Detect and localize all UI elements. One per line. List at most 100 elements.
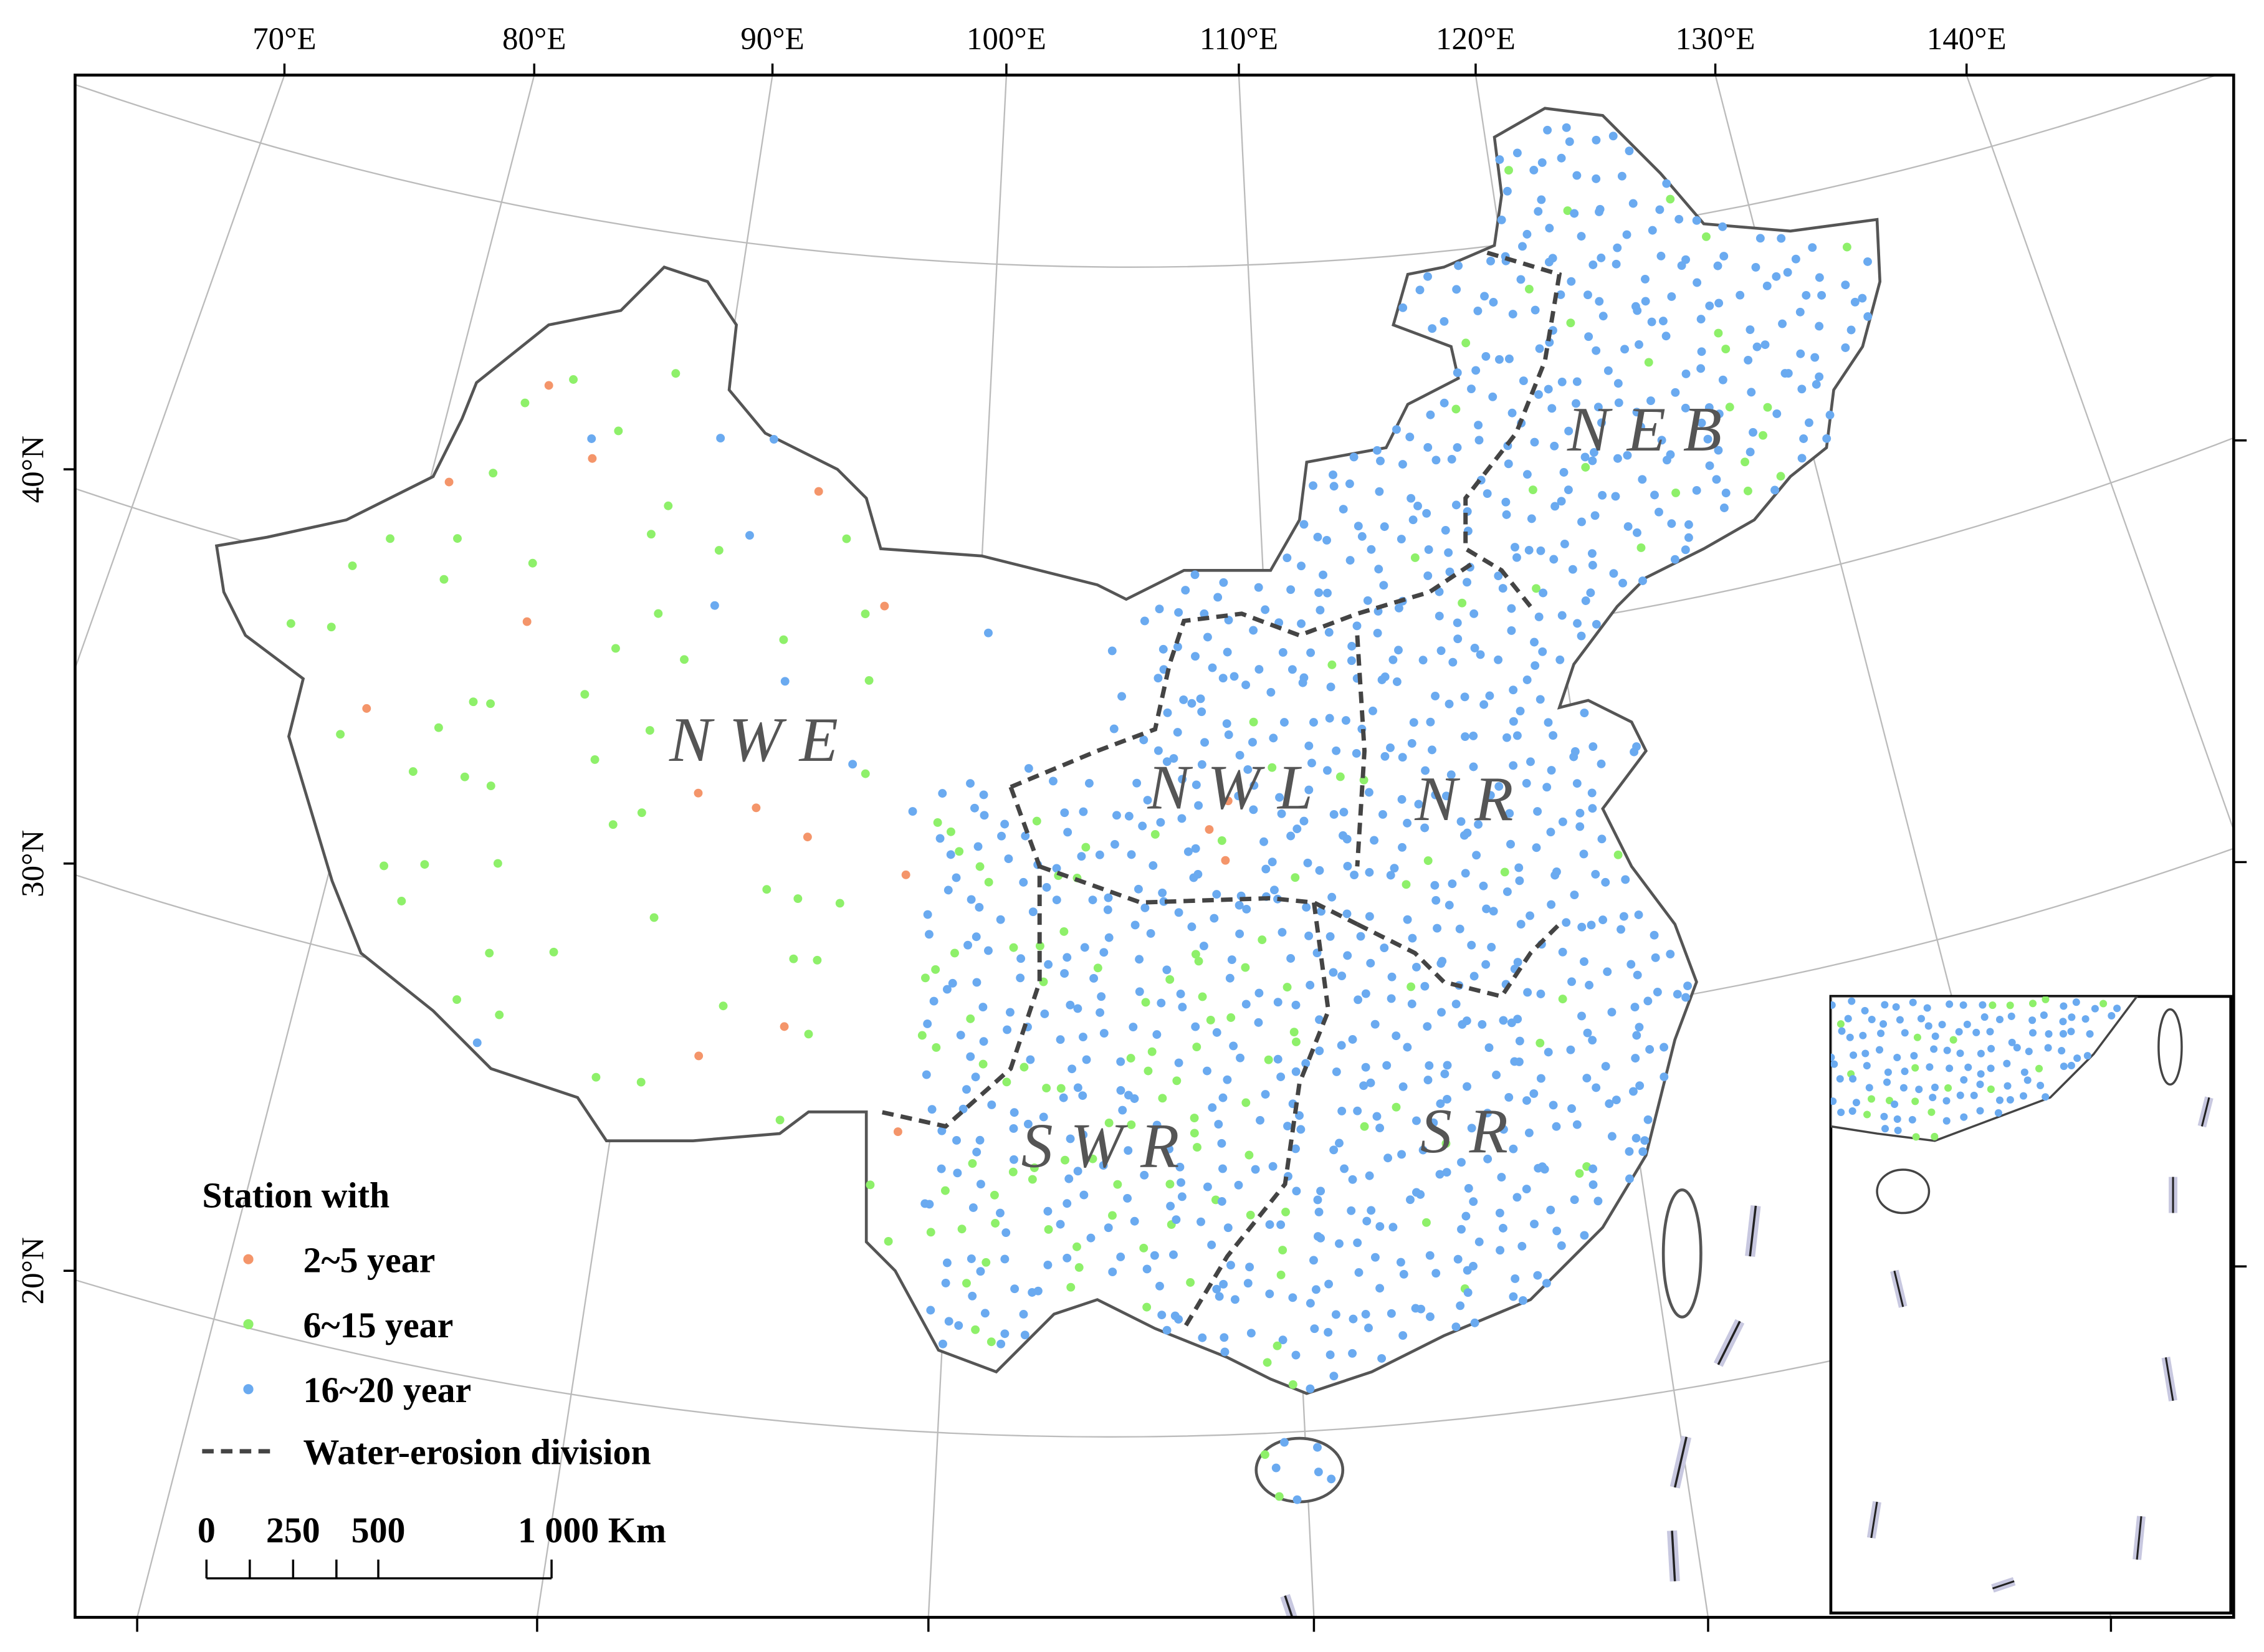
station-dot [1029,1163,1039,1172]
station-dot [1671,488,1681,497]
station-dot [1603,967,1612,976]
station-dot [1435,1170,1445,1179]
station-dot [591,1072,601,1082]
station-dot [1020,1062,1029,1072]
station-dot [1316,606,1325,615]
station-dot [1631,1134,1641,1143]
station-dot [1472,851,1481,860]
station-dot [434,723,443,732]
inset-station-dot [1908,1115,1916,1124]
station-dot [1149,861,1158,870]
station-dot [1246,1210,1255,1220]
station-dot [1858,294,1867,303]
station-dot [779,635,788,644]
country-outline [214,107,1882,1395]
station-dot [1428,745,1436,755]
station-dot [1504,166,1513,175]
island-outline [1661,1188,1703,1319]
station-dot [1370,1253,1380,1262]
station-dot [997,831,1006,841]
station-dot [1191,652,1200,661]
station-dot [1140,1170,1149,1180]
longitude-label: 70°E [252,22,316,57]
station-dot [1191,844,1200,853]
station-dot [1234,1180,1243,1190]
station-dot [1073,1167,1082,1176]
station-dot [1219,578,1228,587]
station-dot [861,769,870,778]
legend-label: 2~5 year [303,1240,436,1281]
station-dot [1110,839,1119,849]
inset-station-dot [1893,1053,1901,1061]
station-dot [1522,229,1532,239]
station-dot [1614,398,1623,408]
station-dot [1558,817,1567,826]
station-dot [1398,460,1407,469]
station-dot [1258,935,1267,945]
station-dot [1348,1175,1357,1184]
station-dot [1116,1086,1125,1095]
inset-station-dot [1927,1108,1936,1116]
station-dot [1229,1041,1238,1051]
station-dot [1178,775,1187,784]
station-dot [1581,596,1590,605]
station-dot [952,873,961,882]
station-dot [1842,242,1851,252]
station-dot [1443,1094,1452,1104]
station-dot [1481,960,1491,969]
station-dot [1420,823,1430,833]
station-dot [1693,278,1702,287]
inset-station-dot [1849,1075,1857,1083]
station-dot [1564,485,1573,494]
station-dot [1278,928,1287,937]
station-dot [1276,1220,1286,1229]
station-dot [1365,1171,1374,1180]
inset-station-dot [2042,1093,2050,1101]
station-dot [1187,922,1196,932]
station-dot [645,726,654,735]
station-dot [1593,1196,1603,1206]
station-dot [1347,656,1356,666]
station-dot [1494,571,1503,581]
station-dot [1113,1180,1122,1189]
station-dot [1028,1288,1037,1297]
station-dot [1568,565,1577,574]
station-dot [984,877,993,887]
station-dot [1322,535,1332,545]
station-dot [1621,875,1630,884]
inset-station-dot [2060,1062,2068,1071]
station-dot [1316,1186,1325,1196]
station-dot [420,860,429,869]
station-dot [1043,1206,1053,1216]
station-dot [813,955,822,965]
station-dot [1470,644,1479,652]
station-dot [1535,344,1544,353]
station-dot [1530,637,1539,647]
station-dot [1271,1463,1281,1473]
station-dot [1433,924,1442,933]
inset-station-dot [2003,1059,2011,1067]
station-dot [1279,718,1289,727]
station-dot [1630,1003,1640,1012]
station-dot [1451,404,1461,414]
inset-station-dot [1956,1091,1964,1099]
station-dot [1373,628,1382,637]
longitude-line [75,75,285,671]
inset-station-dot [1987,1085,1995,1093]
station-dot [1587,549,1597,558]
station-dot [1073,1004,1082,1013]
station-dot [1681,545,1690,555]
station-dot [1643,996,1653,1006]
station-dot [1431,691,1440,700]
station-dot [1677,261,1686,270]
station-dot [1063,1253,1072,1263]
station-dot [1299,520,1309,529]
inset-station-dot [1986,1028,1994,1036]
station-dot [1469,609,1479,618]
inset-station-dot [1949,1036,1957,1044]
station-dot [1598,490,1607,500]
station-dot [1360,1122,1369,1131]
inset-station-dot [1868,1015,1876,1024]
station-dot [1174,1058,1183,1067]
